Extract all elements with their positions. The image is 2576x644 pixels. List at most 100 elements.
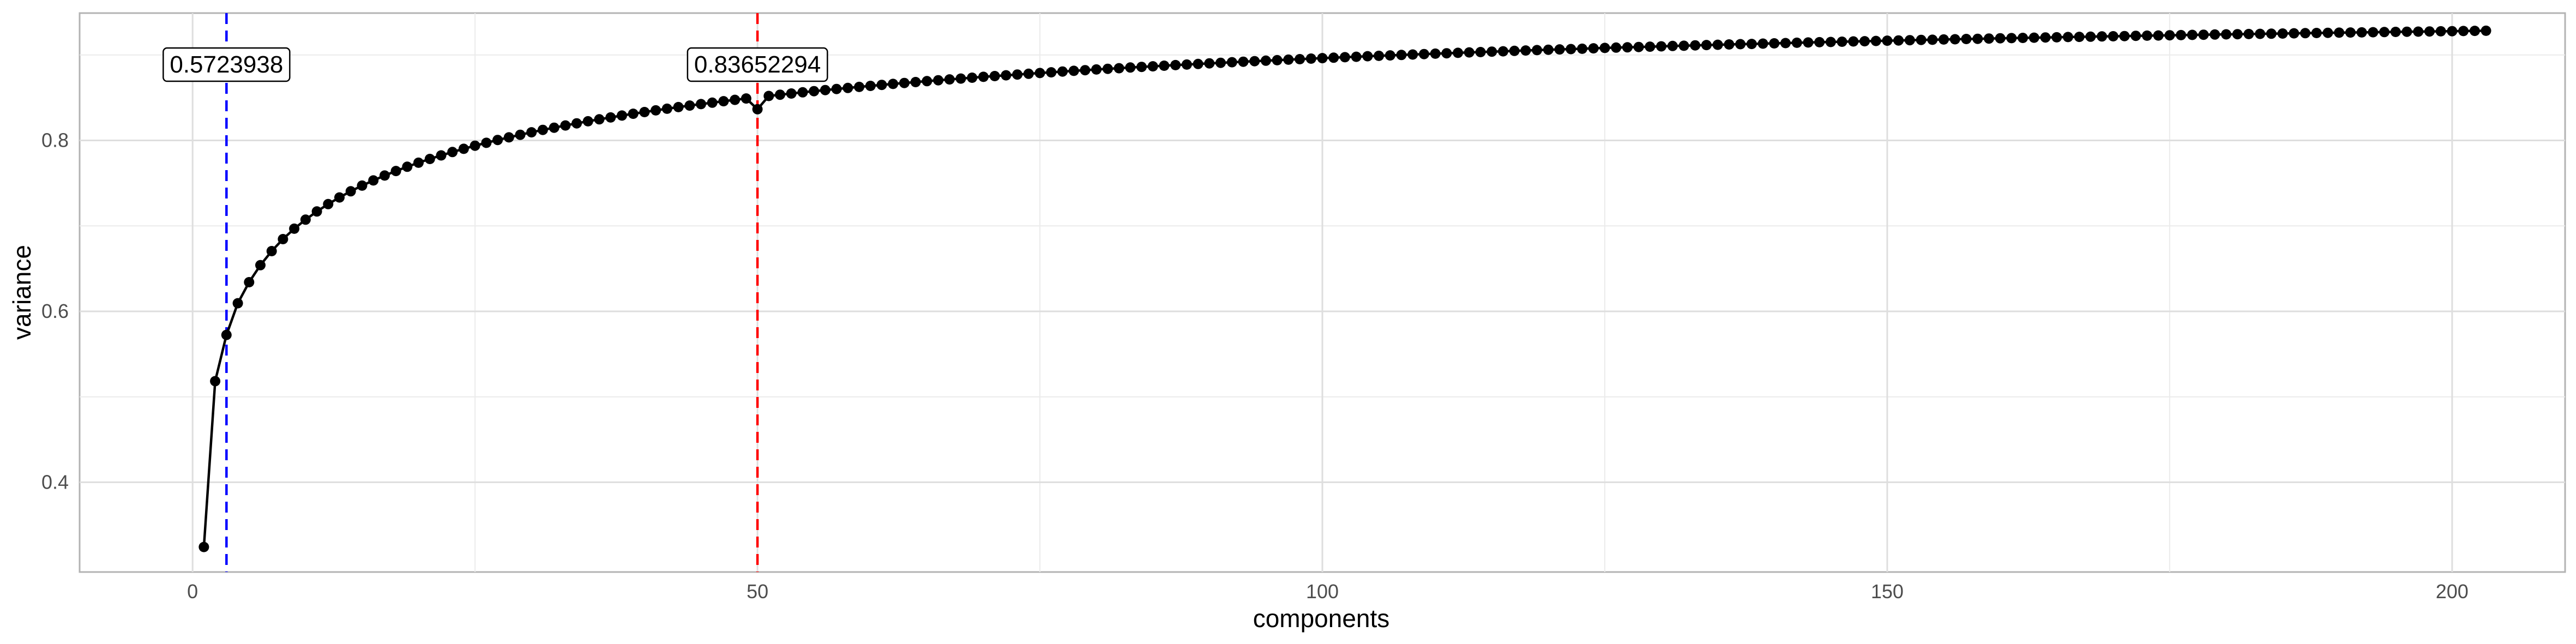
data-point	[2141, 30, 2152, 41]
data-point	[1532, 45, 1543, 56]
x-tick-label: 100	[1306, 580, 1339, 603]
data-point	[2062, 32, 2073, 43]
data-point	[1667, 40, 1678, 51]
data-point	[1769, 38, 1780, 49]
data-point	[232, 298, 243, 309]
data-point	[2097, 31, 2108, 42]
data-point	[797, 87, 808, 98]
data-point	[1939, 34, 1949, 45]
data-point	[1509, 45, 1520, 56]
data-point	[2424, 26, 2435, 37]
data-point	[1407, 49, 1418, 60]
data-point	[775, 89, 785, 100]
data-point	[2221, 29, 2231, 40]
data-point	[933, 75, 944, 86]
data-point	[1995, 33, 2006, 44]
data-point	[1554, 44, 1565, 55]
data-point	[1001, 70, 1012, 81]
data-point	[617, 110, 627, 121]
data-point	[820, 85, 830, 95]
data-point	[2108, 31, 2118, 41]
data-point	[1181, 59, 1192, 70]
data-point	[311, 206, 322, 217]
data-point	[752, 104, 763, 115]
data-point	[707, 97, 718, 108]
data-point	[1396, 50, 1407, 61]
data-point	[2210, 29, 2220, 40]
data-point	[1034, 68, 1045, 79]
data-point	[967, 73, 978, 83]
data-point	[673, 101, 684, 112]
data-point	[2187, 29, 2198, 40]
data-point	[379, 170, 390, 181]
data-point	[560, 120, 571, 131]
data-point	[1543, 44, 1554, 55]
data-point	[854, 81, 865, 92]
y-tick-label: 0.6	[41, 300, 69, 322]
data-point	[2006, 33, 2017, 44]
data-point	[1080, 65, 1091, 76]
data-point	[1758, 38, 1768, 49]
data-point	[1870, 35, 1881, 46]
data-point	[481, 137, 492, 148]
data-point	[1904, 35, 1915, 46]
data-point	[1012, 69, 1023, 80]
data-point	[1102, 63, 1113, 74]
data-point	[978, 71, 989, 82]
data-point	[1328, 52, 1339, 63]
data-point	[1735, 39, 1746, 50]
data-point	[323, 198, 334, 209]
data-point	[1791, 37, 1802, 48]
data-point	[1339, 52, 1350, 63]
data-point	[1611, 42, 1622, 53]
y-axis-ticks: 0.4 0.6 0.8	[41, 129, 69, 493]
data-point	[1430, 48, 1441, 59]
data-point	[1724, 39, 1735, 50]
annotation-label: 0.5723938	[162, 47, 291, 82]
data-point	[1848, 36, 1859, 47]
data-point	[1712, 39, 1723, 50]
data-point	[210, 376, 221, 387]
data-point	[1215, 57, 1226, 68]
data-point	[1305, 53, 1316, 64]
data-point	[2130, 31, 2141, 41]
data-point	[1159, 61, 1170, 71]
data-point	[1046, 67, 1057, 78]
data-point	[198, 541, 209, 552]
data-point	[651, 105, 661, 116]
data-point	[1475, 47, 1486, 57]
data-point	[639, 107, 650, 117]
data-point	[1983, 33, 1994, 44]
data-point	[1961, 34, 1972, 44]
data-point	[1023, 68, 1034, 79]
data-point	[2164, 30, 2175, 41]
x-axis-ticks: 0 50 100 150 200	[187, 580, 2469, 603]
data-point	[492, 135, 503, 146]
data-point	[1385, 50, 1395, 61]
data-point	[1441, 48, 1452, 59]
data-point	[1916, 34, 1927, 45]
data-point	[842, 82, 853, 93]
data-point	[763, 91, 774, 101]
data-point	[1972, 33, 1983, 44]
data-point	[1825, 37, 1836, 47]
data-point	[1927, 34, 1938, 45]
data-point	[1226, 57, 1237, 68]
data-point	[1498, 46, 1508, 57]
data-point	[390, 166, 401, 177]
data-point	[582, 116, 593, 127]
data-point	[2368, 27, 2379, 38]
data-point	[2447, 26, 2458, 37]
x-tick-label: 200	[2436, 580, 2469, 603]
data-point	[1803, 37, 1814, 48]
data-point	[2085, 31, 2096, 42]
data-point	[2356, 27, 2367, 38]
data-point	[515, 129, 526, 140]
data-point	[1882, 35, 1893, 46]
data-point	[1204, 58, 1215, 69]
y-axis-title: variance	[8, 245, 36, 340]
data-point	[1656, 41, 1666, 52]
data-point	[1170, 59, 1181, 70]
data-point	[1068, 65, 1079, 76]
data-point	[2232, 29, 2243, 40]
